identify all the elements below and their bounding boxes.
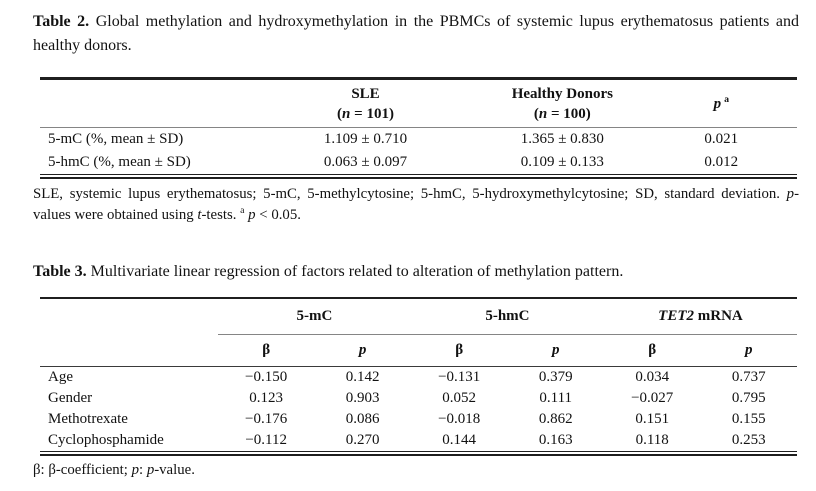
subheader-beta: β [603,334,701,367]
table3-subheader-row: β p β p β p [40,334,797,367]
table2-header-healthy-name: Healthy Donors [511,85,613,102]
cell-value: 0.086 [345,411,380,427]
cell-value: 0.155 [731,411,766,427]
row-label: Methotrexate [48,411,128,427]
subheader-beta: β [217,334,315,367]
table2-header-sle-name: SLE [351,85,380,102]
cell-value: 0.379 [538,369,573,385]
cell-value: 0.111 [539,390,573,406]
table3-footnote: β: β-coefficient; p: p-value. [33,462,195,478]
table2-header-healthy-n: (n = 100) [533,105,591,122]
cell-value: −0.150 [245,369,288,385]
table2-header-row: SLE (n = 101) Healthy Donors (n = 100) p… [40,79,797,128]
cell-sle: 0.063 ± 0.097 [323,153,408,170]
cell-value: 0.052 [442,390,477,406]
cell-p: 0.021 [704,130,739,147]
cell-value: 0.903 [345,390,380,406]
table2-footnote: SLE, systemic lupus erythematosus; 5-mC,… [33,185,799,223]
cell-value: 0.737 [731,369,766,385]
table3-bottom-rule [40,451,797,456]
cell-value: 0.862 [538,411,573,427]
cell-value: 0.144 [442,432,477,448]
table2-row-5hmc: 5-hmC (%, mean ± SD) 0.063 ± 0.097 0.109… [40,151,797,174]
cell-value: −0.176 [245,411,288,427]
cell-p: 0.012 [704,153,739,170]
cell-value: 0.123 [249,390,284,406]
cell-value: 0.163 [538,432,573,448]
subheader-p: p [700,334,797,367]
table2-row-5mc: 5-mC (%, mean ± SD) 1.109 ± 0.710 1.365 … [40,127,797,151]
table3-row-gender: Gender 0.123 0.903 0.052 0.111 −0.027 0.… [40,388,797,409]
cell-healthy: 1.365 ± 0.830 [520,130,604,147]
cell-healthy: 0.109 ± 0.133 [520,153,604,170]
table2-grid: SLE (n = 101) Healthy Donors (n = 100) p… [40,79,797,174]
table3-top-rule [40,296,797,299]
table3: 5-mC 5-hmC TET2 mRNA β p β p β p Age −0 [40,296,797,456]
table2: SLE (n = 101) Healthy Donors (n = 100) p… [40,77,797,179]
table3-group-tet2: TET2 mRNA [603,299,797,335]
table2-top-rule [40,77,797,80]
table2-bottom-rule [40,173,797,179]
cell-value: −0.018 [438,411,481,427]
table2-header-healthy: Healthy Donors (n = 100) [479,79,646,128]
table3-group-5mc: 5-mC [217,299,411,335]
table3-grid: 5-mC 5-hmC TET2 mRNA β p β p β p Age −0 [40,299,797,451]
cell-sle: 1.109 ± 0.710 [323,130,408,147]
table3-row-age: Age −0.150 0.142 −0.131 0.379 0.034 0.73… [40,367,797,389]
subheader-p: p [314,334,411,367]
cell-value: 0.795 [731,390,766,406]
document-page: Table 2. Global methylation and hydroxym… [33,13,799,478]
cell-value: −0.027 [631,390,674,406]
cell-value: −0.131 [438,369,481,385]
table3-subheader-empty-cell [40,334,218,367]
cell-value: 0.142 [345,369,380,385]
row-label: Age [48,369,73,385]
table3-group-5hmc: 5-hmC [410,299,604,335]
table2-header-sle-n: (n = 101) [337,105,394,122]
row-label: 5-hmC (%, mean ± SD) [48,153,191,170]
table3-row-cyclophosphamide: Cyclophosphamide −0.112 0.270 0.144 0.16… [40,430,797,451]
subheader-p: p [507,334,604,367]
cell-value: 0.253 [731,432,766,448]
subheader-beta: β [410,334,508,367]
table3-group-header-row: 5-mC 5-hmC TET2 mRNA [40,299,797,335]
row-label: Cyclophosphamide [48,432,164,448]
cell-value: 0.270 [345,432,380,448]
table3-group-empty-cell [40,299,218,335]
cell-value: 0.034 [635,369,670,385]
table2-caption: Table 2. Global methylation and hydroxym… [33,13,799,54]
row-label: Gender [48,390,93,406]
table2-header-sle: SLE (n = 101) [251,79,480,128]
table3-row-methotrexate: Methotrexate −0.176 0.086 −0.018 0.862 0… [40,409,797,430]
cell-value: 0.118 [635,432,669,448]
table3-caption: Table 3. Multivariate linear regression … [33,262,624,280]
cell-value: −0.112 [245,432,287,448]
row-label: 5-mC (%, mean ± SD) [48,130,184,147]
cell-value: 0.151 [635,411,670,427]
table2-header-empty-cell [40,79,252,128]
